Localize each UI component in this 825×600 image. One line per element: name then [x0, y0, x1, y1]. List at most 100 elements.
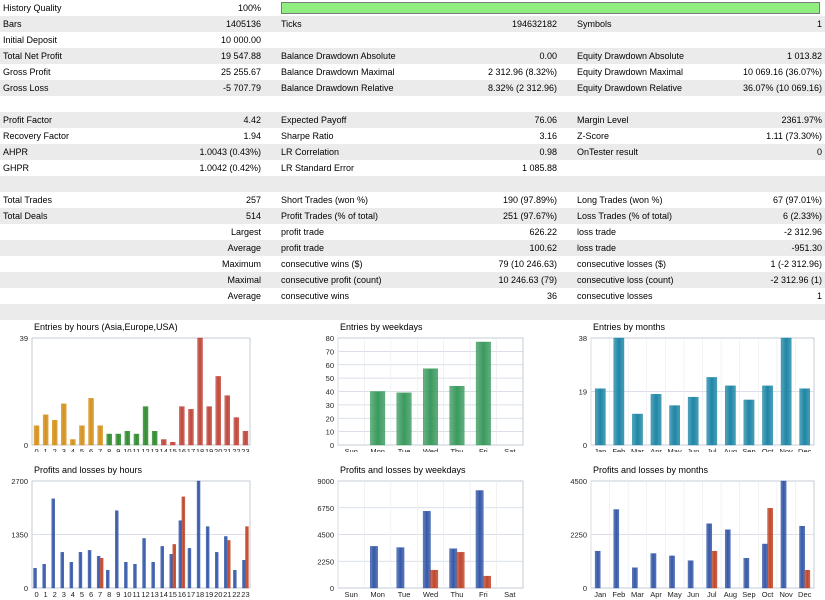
stats-cell: 1 [816, 291, 822, 301]
bar [97, 425, 103, 446]
x-tick-label: 10 [123, 447, 131, 452]
x-tick-label: Oct [762, 447, 775, 452]
y-tick-label: 10 [326, 428, 334, 437]
stats-cell [737, 160, 825, 176]
x-tick-label: Mon [370, 590, 385, 599]
stats-cell [263, 272, 281, 288]
y-tick-label: 39 [20, 334, 28, 343]
stats-cell: Short Trades (won %) [281, 195, 369, 205]
bar [33, 425, 40, 446]
profit-bar [233, 569, 237, 589]
profit-bar [96, 556, 101, 589]
stats-row: Total Trades 257 Short Trades (won %) 190 (… [0, 192, 825, 208]
stats-cell: History Quality [3, 3, 62, 13]
history-quality-bar [281, 2, 820, 14]
stats-cell [559, 176, 577, 192]
stats-cell: Gross Loss [3, 83, 49, 93]
stats-cell: -2 312.96 [783, 227, 822, 237]
profit-bar [743, 558, 750, 589]
stats-cell [441, 304, 559, 320]
stats-cell: 67 (97.01%) [772, 195, 822, 205]
stats-cell [577, 304, 737, 320]
loss-bar [99, 558, 104, 589]
profit-bar [422, 511, 431, 589]
chart-svg: 0 2250 4500 6750 9000 Sun Mon Tue Wed Thu Fri Sat [317, 477, 524, 599]
stats-row: AHPR 1.0043 (0.43%) LR Correlation 0.98 OnTe… [0, 144, 825, 160]
stats-cell [263, 224, 281, 240]
y-tick-label: 0 [330, 584, 334, 593]
stats-cell: 1405136 [225, 19, 261, 29]
bar [79, 425, 85, 446]
stats-cell: -5 707.79 [222, 83, 261, 93]
stats-cell: Equity Drawdown Relative [577, 83, 683, 93]
stats-cell [160, 176, 263, 192]
x-tick-label: 18 [196, 590, 204, 599]
stats-cell [281, 304, 441, 320]
stats-cell [160, 96, 263, 112]
chart-svg: 0 2250 4500 Jan Feb Mar Apr May Jun Jul Aug Sep Oct N… [570, 477, 815, 599]
y-tick-label: 4500 [570, 477, 587, 486]
chart-entries-hours: Entries by hours (Asia,Europe,USA) 0 39 0 1 2… [0, 320, 275, 452]
stats-cell: 25 255.67 [220, 67, 261, 77]
stats-cell [559, 160, 577, 176]
profit-bar [87, 550, 92, 589]
stats-cell: loss trade [577, 227, 617, 237]
stats-cell [160, 304, 263, 320]
stats-cell [263, 240, 281, 256]
stats-cell [263, 96, 281, 112]
y-tick-label: 70 [326, 347, 334, 356]
chart-pl-hours: Profits and losses by hours 0 1350 2700 0 1 2 3… [0, 463, 275, 600]
x-tick-label: 4 [71, 590, 75, 599]
stats-cell: Z-Score [577, 131, 610, 141]
profit-bar [632, 567, 638, 589]
stats-cell: LR Correlation [281, 147, 340, 157]
stats-cell: Equity Drawdown Absolute [577, 51, 685, 61]
stats-cell: Loss Trades (% of total) [577, 211, 673, 221]
stats-cell [0, 224, 160, 240]
x-tick-label: 9 [116, 590, 120, 599]
x-tick-label: 4 [71, 447, 75, 452]
profit-bar [475, 490, 484, 589]
stats-cell: 190 (97.89%) [502, 195, 557, 205]
stats-cell [0, 272, 160, 288]
stats-cell: Expected Payoff [281, 115, 347, 125]
x-tick-label: Sun [345, 447, 358, 452]
stats-row: Average profit trade 100.62 loss trade -951.… [0, 240, 825, 256]
bar [179, 406, 185, 446]
x-tick-label: 17 [187, 590, 195, 599]
x-tick-label: Sun [345, 590, 358, 599]
x-tick-label: Tue [398, 590, 411, 599]
stats-cell: 251 (97.67%) [502, 211, 557, 221]
x-tick-label: Jun [687, 590, 699, 599]
x-tick-label: 21 [223, 447, 231, 452]
profit-bar [133, 564, 137, 589]
profit-bar [687, 560, 694, 589]
bar [197, 337, 203, 446]
y-tick-label: 0 [24, 584, 28, 593]
profit-bar [78, 552, 83, 589]
profit-bar [594, 550, 601, 589]
chart-entries-months: Entries by months 0 19 38 Jan Feb Mar Apr May Jun… [556, 320, 825, 452]
stats-cell [559, 256, 577, 272]
stats-row: Largest profit trade 626.22 loss trade -2 31… [0, 224, 825, 240]
stats-cell: -951.30 [791, 243, 822, 253]
x-tick-label: Jan [594, 590, 606, 599]
stats-cell [263, 288, 281, 304]
stats-cell [263, 64, 281, 80]
bar [242, 431, 249, 446]
x-tick-label: 3 [62, 447, 66, 452]
y-tick-label: 38 [579, 334, 587, 343]
y-tick-label: 20 [326, 414, 334, 423]
bar [370, 391, 386, 446]
profit-bar [370, 546, 378, 589]
bar [115, 433, 121, 446]
stats-cell: 100% [237, 3, 261, 13]
x-tick-label: 20 [214, 590, 222, 599]
x-tick-label: Mon [370, 447, 385, 452]
bar [42, 414, 49, 446]
x-tick-label: 21 [223, 590, 231, 599]
y-tick-label: 1350 [11, 531, 28, 540]
stats-cell: Balance Drawdown Absolute [281, 51, 396, 61]
y-tick-label: 19 [579, 388, 587, 397]
stats-cell [263, 128, 281, 144]
